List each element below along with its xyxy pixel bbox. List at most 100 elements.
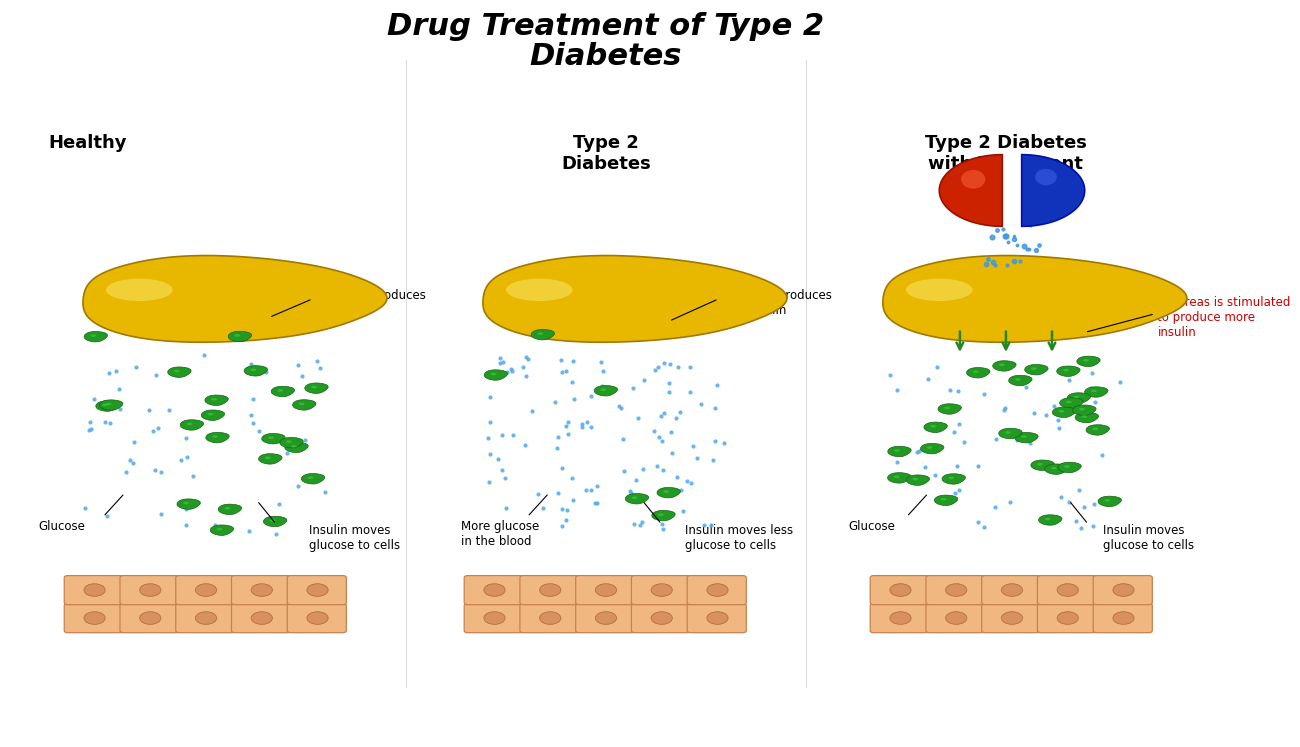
Polygon shape	[1084, 387, 1108, 397]
Point	[1072, 501, 1093, 513]
Point	[679, 386, 699, 398]
FancyBboxPatch shape	[464, 604, 524, 633]
Bar	[1002, 155, 1022, 226]
Point	[993, 404, 1014, 416]
Polygon shape	[96, 401, 120, 412]
Point	[148, 423, 169, 435]
Ellipse shape	[632, 496, 637, 499]
Point	[1089, 420, 1110, 432]
Point	[653, 518, 673, 530]
Point	[256, 455, 277, 467]
FancyBboxPatch shape	[1037, 575, 1097, 605]
Point	[545, 396, 566, 408]
Text: Pancreas is stimulated
to produce more
insulin: Pancreas is stimulated to produce more i…	[1157, 296, 1291, 339]
Ellipse shape	[308, 477, 313, 479]
Point	[1049, 422, 1070, 434]
FancyBboxPatch shape	[982, 604, 1041, 633]
Point	[495, 472, 516, 484]
FancyBboxPatch shape	[632, 575, 690, 605]
Point	[703, 453, 724, 465]
Point	[667, 471, 688, 483]
Point	[250, 425, 270, 437]
Polygon shape	[292, 400, 316, 410]
Point	[277, 447, 298, 459]
Point	[924, 469, 945, 481]
Ellipse shape	[595, 583, 616, 596]
Point	[551, 462, 572, 474]
Text: Healthy: Healthy	[48, 134, 127, 152]
Point	[581, 390, 602, 402]
Polygon shape	[83, 255, 387, 342]
Ellipse shape	[268, 436, 274, 439]
Point	[653, 465, 673, 477]
Polygon shape	[1031, 460, 1054, 471]
Point	[660, 427, 681, 438]
Point	[242, 394, 263, 406]
Polygon shape	[1057, 366, 1080, 376]
Point	[1096, 493, 1117, 505]
Point	[1058, 462, 1079, 474]
Point	[654, 357, 675, 369]
Polygon shape	[202, 410, 225, 421]
Polygon shape	[181, 420, 204, 430]
Point	[608, 400, 629, 412]
Point	[488, 453, 508, 465]
Point	[1058, 374, 1079, 386]
Ellipse shape	[945, 583, 967, 596]
Polygon shape	[1067, 393, 1091, 403]
Point	[563, 355, 584, 367]
Point	[1035, 409, 1056, 421]
Point	[493, 356, 514, 368]
Point	[1006, 434, 1027, 446]
Point	[287, 359, 308, 371]
Ellipse shape	[1057, 612, 1078, 624]
FancyBboxPatch shape	[688, 604, 746, 633]
Point	[576, 416, 597, 428]
Point	[1044, 400, 1065, 412]
FancyBboxPatch shape	[464, 575, 524, 605]
Point	[146, 369, 166, 381]
Point	[666, 412, 686, 424]
Polygon shape	[259, 453, 282, 464]
Point	[939, 474, 959, 486]
Text: More glucose
in the blood: More glucose in the blood	[460, 520, 538, 548]
Text: Insulin moves
glucose to cells: Insulin moves glucose to cells	[309, 524, 400, 552]
Point	[95, 416, 116, 428]
Point	[287, 398, 308, 410]
Polygon shape	[967, 368, 991, 378]
Point	[633, 463, 654, 475]
Point	[1084, 498, 1105, 510]
Text: Pancreas produces
less insulin: Pancreas produces less insulin	[722, 288, 832, 317]
Point	[480, 476, 500, 488]
Point	[949, 418, 970, 430]
Ellipse shape	[225, 507, 230, 509]
Point	[81, 423, 101, 435]
Polygon shape	[939, 404, 962, 415]
Ellipse shape	[707, 583, 728, 596]
Point	[1069, 484, 1089, 496]
Ellipse shape	[891, 583, 911, 596]
Point	[887, 384, 907, 396]
Ellipse shape	[490, 373, 497, 375]
Point	[705, 435, 725, 447]
Point	[315, 486, 335, 498]
Polygon shape	[651, 510, 675, 521]
Ellipse shape	[972, 371, 979, 373]
FancyBboxPatch shape	[870, 604, 930, 633]
Polygon shape	[168, 367, 191, 377]
Polygon shape	[1024, 365, 1048, 375]
Point	[551, 503, 572, 515]
Point	[634, 374, 655, 385]
Polygon shape	[205, 433, 229, 443]
FancyBboxPatch shape	[64, 604, 124, 633]
FancyBboxPatch shape	[120, 575, 179, 605]
Ellipse shape	[651, 583, 672, 596]
Text: Insulin moves
glucose to cells: Insulin moves glucose to cells	[1102, 524, 1193, 552]
Text: Type 2
Diabetes: Type 2 Diabetes	[562, 134, 651, 173]
Ellipse shape	[1074, 396, 1079, 398]
Point	[1015, 381, 1036, 393]
Point	[495, 503, 516, 515]
Point	[1020, 437, 1041, 449]
Ellipse shape	[211, 398, 217, 400]
Point	[593, 365, 614, 376]
